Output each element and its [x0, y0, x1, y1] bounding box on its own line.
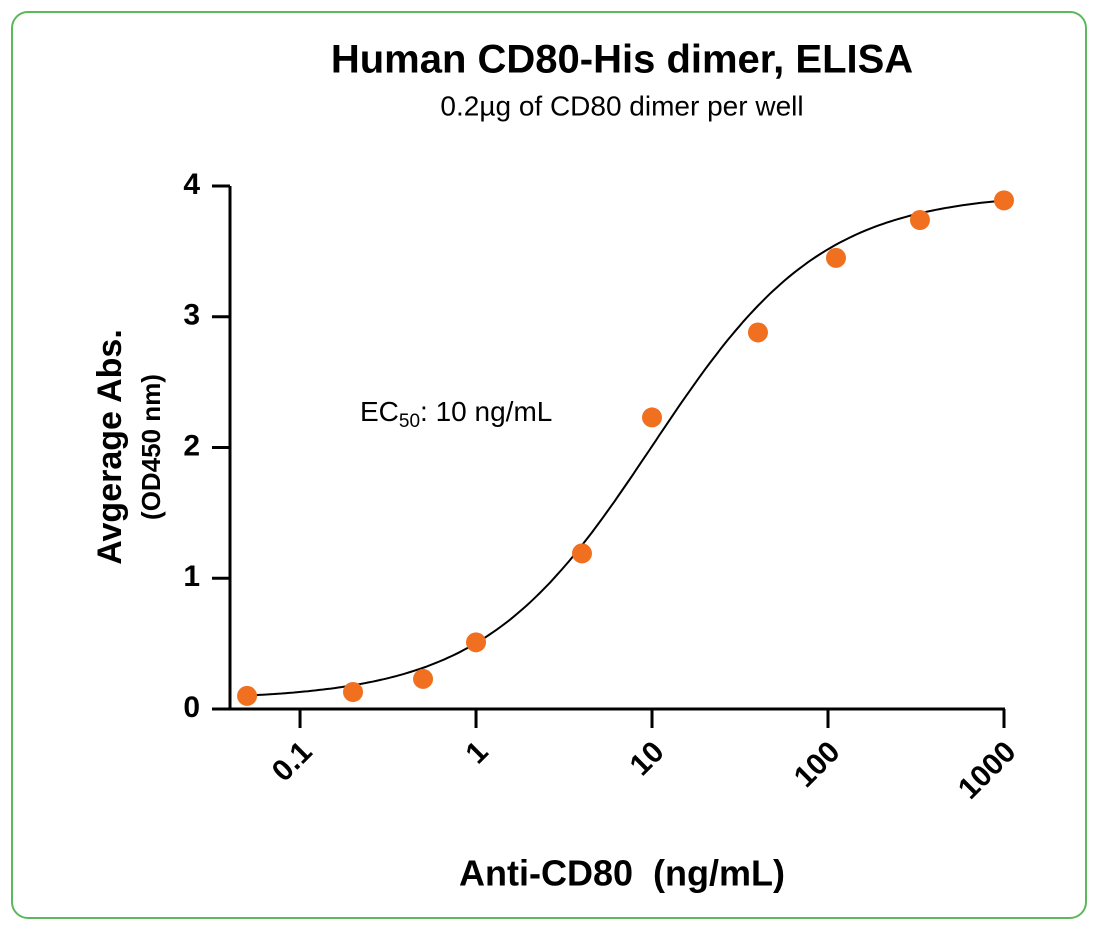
y-axis-label: Avgerage Abs.: [91, 329, 129, 565]
frame: [11, 11, 1087, 919]
y-tick-label: 1: [183, 560, 200, 593]
annotation: EC50: 10 ng/mL: [360, 396, 552, 432]
annotation-subscript: 50: [399, 411, 420, 432]
y-tick-label: 0: [183, 691, 200, 724]
data-point: [237, 685, 258, 706]
data-point: [909, 209, 930, 230]
data-point: [642, 407, 663, 428]
data-point: [413, 668, 434, 689]
annotation-prefix: EC: [360, 396, 399, 427]
x-axis-label: Anti-CD80 (ng/mL): [459, 853, 785, 894]
data-point: [994, 190, 1014, 211]
data-point: [466, 632, 487, 653]
y-axis-sublabel: (OD450 nm): [136, 374, 166, 520]
chart-subtitle: 0.2µg of CD80 dimer per well: [440, 90, 803, 121]
chart-title: Human CD80-His dimer, ELISA: [331, 38, 913, 82]
y-tick-label: 3: [183, 299, 200, 332]
y-tick-label: 2: [183, 429, 200, 462]
data-point: [571, 543, 592, 564]
data-point: [747, 322, 768, 343]
data-point: [343, 682, 364, 703]
y-tick-label: 4: [183, 168, 200, 201]
data-point: [825, 247, 846, 268]
annotation-text: : 10 ng/mL: [420, 396, 552, 427]
fit-curve: [247, 199, 1005, 697]
